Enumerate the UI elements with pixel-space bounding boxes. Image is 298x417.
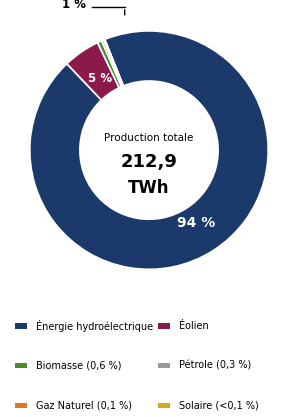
Wedge shape	[67, 43, 119, 100]
Text: Pétrole (0,3 %): Pétrole (0,3 %)	[179, 361, 251, 371]
Wedge shape	[102, 40, 123, 87]
FancyBboxPatch shape	[15, 403, 27, 408]
Wedge shape	[30, 31, 268, 269]
Text: 94 %: 94 %	[177, 216, 215, 230]
Text: 5 %: 5 %	[88, 72, 112, 85]
Wedge shape	[104, 40, 123, 86]
Text: Production totale: Production totale	[104, 133, 194, 143]
FancyBboxPatch shape	[15, 363, 27, 368]
FancyBboxPatch shape	[158, 403, 170, 408]
Wedge shape	[97, 41, 122, 88]
Text: Éolien: Éolien	[179, 321, 209, 331]
Text: TWh: TWh	[128, 179, 170, 197]
Text: Solaire (<0,1 %): Solaire (<0,1 %)	[179, 400, 259, 410]
Wedge shape	[104, 40, 123, 86]
Text: Biomasse (0,6 %): Biomasse (0,6 %)	[36, 361, 122, 371]
Text: Énergie hydroélectrique: Énergie hydroélectrique	[36, 320, 153, 332]
Text: Gaz Naturel (0,1 %): Gaz Naturel (0,1 %)	[36, 400, 132, 410]
Text: 212,9: 212,9	[121, 153, 177, 171]
FancyBboxPatch shape	[15, 323, 27, 329]
FancyBboxPatch shape	[158, 363, 170, 368]
Text: 1 %: 1 %	[62, 0, 86, 11]
FancyBboxPatch shape	[158, 323, 170, 329]
